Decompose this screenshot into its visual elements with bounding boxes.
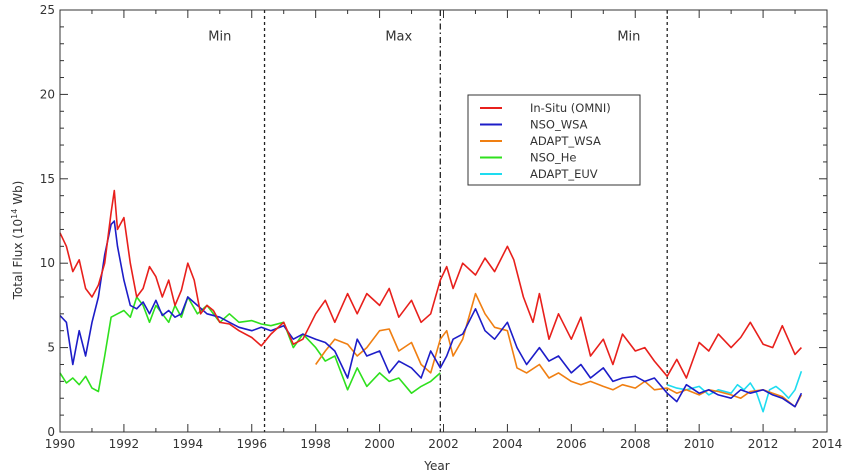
series-line-nso-he <box>59 296 441 395</box>
x-axis-ticks: 1990 1992 1994 1996 1998 2000 2002 2004 2006 2008… <box>45 10 843 451</box>
y-tick-label: 15 <box>40 172 55 186</box>
x-tick-label: 2008 <box>620 437 651 451</box>
x-tick-label: 1992 <box>109 437 140 451</box>
series-lines <box>59 189 803 413</box>
annotation-min: Min <box>208 29 231 44</box>
x-tick-label: 1996 <box>236 437 267 451</box>
x-tick-label: 1994 <box>173 437 204 451</box>
y-tick-label: 0 <box>47 425 55 439</box>
legend-label: NSO_He <box>530 151 576 165</box>
phase-annotations: Min Max Min <box>208 29 640 44</box>
legend-label: In-Situ (OMNI) <box>530 101 611 115</box>
legend-label: ADAPT_WSA <box>530 134 601 148</box>
series-line-adapt-euv <box>666 370 803 413</box>
y-tick-label: 20 <box>40 87 55 101</box>
annotation-max: Max <box>385 29 412 44</box>
y-axis-label-unit: Wb) <box>11 181 25 209</box>
x-tick-label: 2006 <box>556 437 587 451</box>
x-tick-label: 2014 <box>812 437 843 451</box>
x-tick-label: 2000 <box>364 437 395 451</box>
series-line-nso-wsa <box>59 220 803 408</box>
y-tick-label: 10 <box>40 256 55 270</box>
y-axis-ticks: 0 5 10 15 20 25 <box>40 3 827 439</box>
x-tick-label: 2010 <box>684 437 715 451</box>
axes-frame <box>59 9 828 433</box>
legend-label: NSO_WSA <box>530 118 588 132</box>
x-tick-label: 2002 <box>428 437 459 451</box>
y-axis-label: Total Flux (1014 Wb) <box>10 181 25 301</box>
y-axis-label-main: Total Flux (10 <box>11 219 25 301</box>
x-tick-label: 2012 <box>748 437 779 451</box>
y-tick-label: 25 <box>40 3 55 17</box>
y-tick-label: 5 <box>47 341 55 355</box>
x-axis-label: Year <box>423 459 449 473</box>
x-tick-label: 1990 <box>45 437 76 451</box>
annotation-min: Min <box>617 29 640 44</box>
series-line-in-situ-omni <box>59 189 802 379</box>
series-line-adapt-wsa <box>315 292 803 408</box>
y-axis-label-exponent: 14 <box>10 209 19 219</box>
legend: In-Situ (OMNI) NSO_WSA ADAPT_WSA NSO_He ADAP… <box>467 94 641 186</box>
plot-frame <box>59 9 828 433</box>
cycle-boundary-lines <box>263 10 668 432</box>
legend-label: ADAPT_EUV <box>530 167 598 181</box>
x-tick-label: 2004 <box>492 437 523 451</box>
x-tick-label: 1998 <box>300 437 331 451</box>
